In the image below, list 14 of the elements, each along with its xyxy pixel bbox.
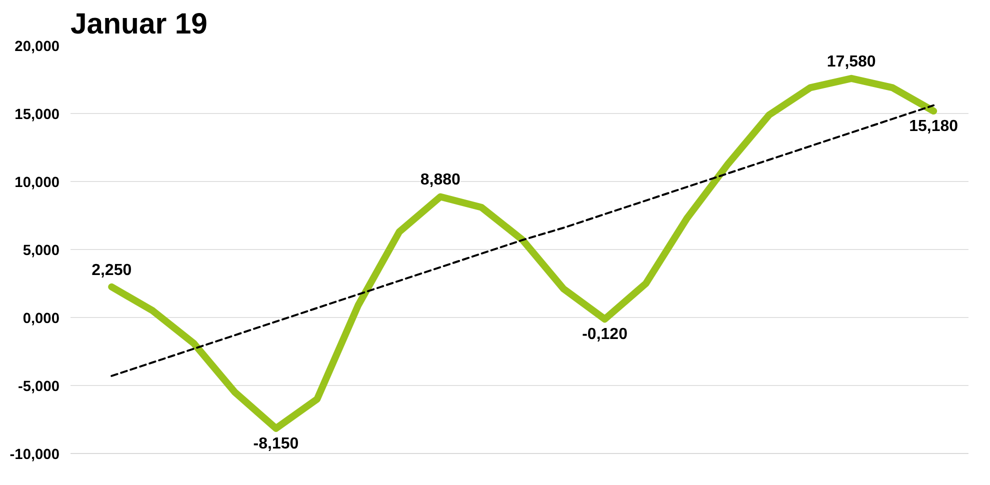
y-tick-label: -5,000 <box>18 379 60 395</box>
y-tick-label: 20,000 <box>14 39 60 55</box>
data-label: 17,580 <box>826 53 876 70</box>
y-tick-label: 10,000 <box>14 175 60 191</box>
y-tick-label: -10,000 <box>10 447 60 463</box>
y-tick-label: 15,000 <box>14 107 60 123</box>
data-label: 15,180 <box>909 118 958 136</box>
y-tick-label: 0,000 <box>22 311 60 327</box>
data-label: 8,880 <box>420 172 461 189</box>
y-tick-label: 5,000 <box>22 243 60 259</box>
chart-title: Januar 19 <box>70 8 208 40</box>
data-label: -0,120 <box>582 326 628 344</box>
data-label: 2,250 <box>92 262 132 279</box>
data-label: -8,150 <box>253 435 299 452</box>
